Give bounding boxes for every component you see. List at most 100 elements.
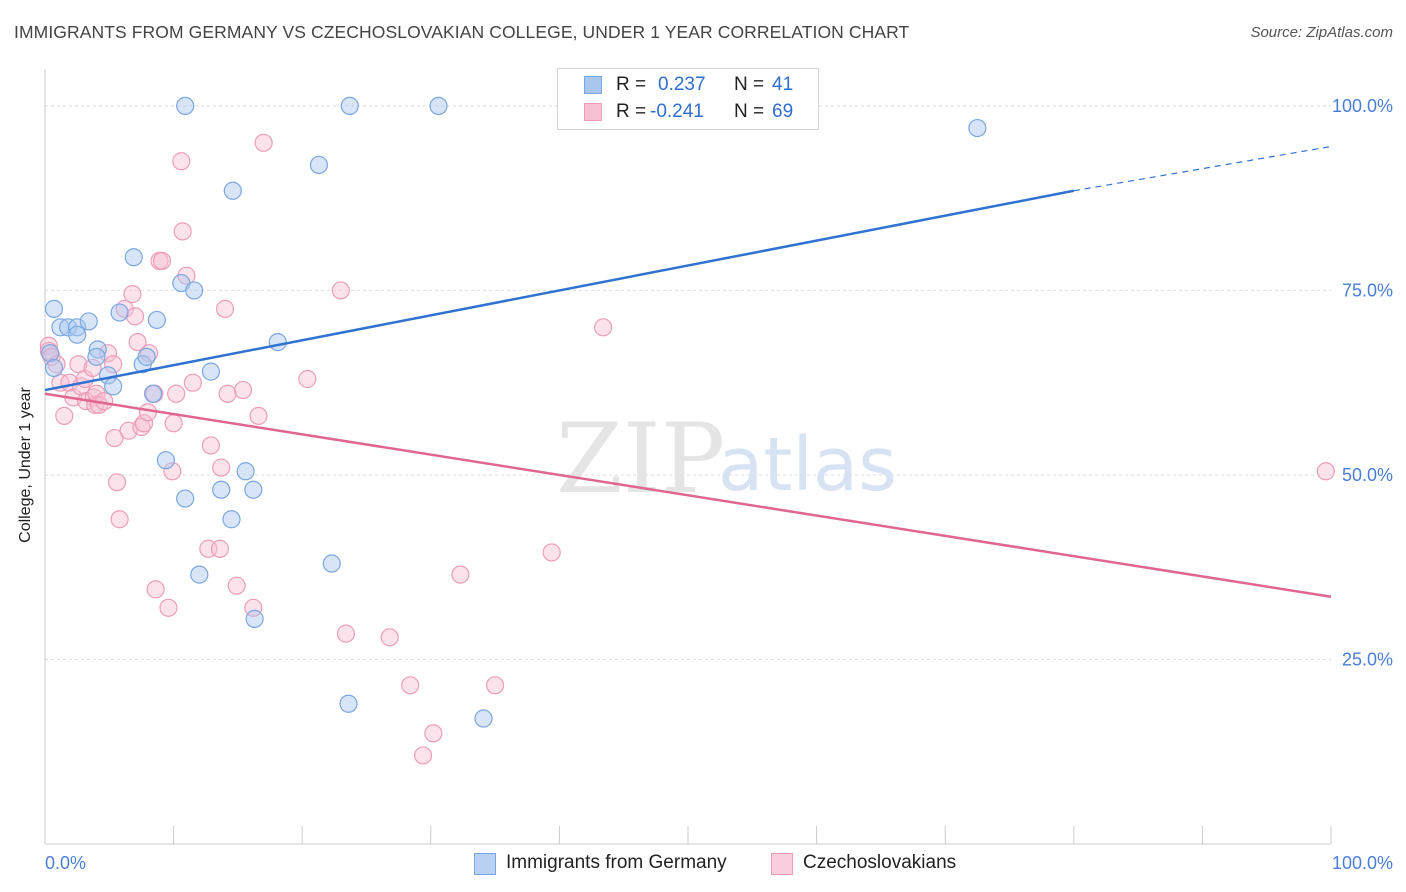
series-germany (41, 96, 987, 728)
data-point (105, 428, 124, 448)
data-point (201, 436, 220, 455)
data-point (152, 251, 172, 271)
trend-lines (44, 145, 1332, 598)
data-point (254, 133, 273, 152)
data-point (236, 462, 255, 481)
data-point (39, 336, 58, 355)
data-point (68, 318, 87, 337)
data-point (173, 222, 192, 241)
data-point (172, 152, 191, 171)
data-point (183, 373, 202, 392)
legend-label-germany: Immigrants from Germany (506, 852, 727, 873)
data-point (215, 299, 235, 318)
legend-label-czechoslovakians: Czechoslovakians (803, 852, 957, 873)
data-point (1316, 462, 1335, 481)
legend-swatch-blue (584, 76, 602, 94)
source-credit: Source: ZipAtlas.com (1250, 24, 1393, 41)
data-point (104, 377, 123, 396)
data-point (137, 347, 156, 366)
data-point (413, 746, 433, 765)
data-point (429, 96, 448, 116)
axes (44, 69, 1332, 845)
data-point (163, 462, 182, 481)
data-point (244, 480, 263, 499)
legend-swatch-blue (474, 853, 496, 875)
trend-line-germany (44, 189, 1075, 392)
data-point (380, 628, 399, 647)
trend-line-czechoslovakians (44, 392, 1332, 598)
watermark: ZIP atlas (556, 403, 897, 515)
data-point (210, 539, 229, 558)
watermark-atlas: atlas (718, 422, 897, 508)
data-point (309, 155, 329, 175)
data-point (201, 362, 220, 381)
data-point (79, 312, 98, 331)
r-label: R = (616, 101, 647, 122)
data-point (156, 451, 175, 470)
data-point (44, 299, 64, 318)
data-point (41, 344, 60, 363)
data-point (322, 554, 341, 573)
n-value: 41 (772, 74, 794, 95)
correlation-legend: R = 0.237 N = 41 R = -0.241 N = 69 (557, 68, 819, 130)
chart-title: IMMIGRANTS FROM GERMANY VS CZECHOSLOVAKI… (14, 22, 910, 42)
data-point (594, 318, 613, 337)
data-point (968, 118, 987, 138)
data-point (123, 285, 142, 304)
tick-labels: 25.0% 50.0% 75.0% 100.0% 0.0% 100.0% (45, 96, 1393, 873)
data-point (44, 358, 64, 378)
x-tick-label-min: 0.0% (45, 853, 86, 873)
x-tick-label-max: 100.0% (1332, 853, 1393, 873)
data-point (98, 344, 118, 363)
data-point (134, 414, 154, 433)
data-point (298, 369, 317, 389)
y-tick-label: 25.0% (1342, 649, 1393, 669)
data-point (110, 510, 129, 529)
data-point (451, 565, 470, 584)
data-point (68, 325, 87, 344)
data-point (176, 489, 195, 508)
data-point (87, 347, 106, 366)
data-point (146, 580, 165, 599)
data-point (88, 340, 107, 359)
data-point (339, 694, 358, 713)
data-point (218, 384, 237, 403)
data-point (167, 384, 186, 403)
r-label: R = (616, 74, 647, 95)
data-point (55, 406, 74, 426)
y-tick-label: 100.0% (1332, 96, 1393, 116)
data-point (424, 724, 443, 743)
y-tick-label: 50.0% (1342, 465, 1393, 485)
data-point (176, 96, 195, 116)
data-point (110, 303, 129, 322)
n-value: 69 (772, 101, 794, 122)
data-point (159, 598, 178, 617)
data-point (124, 248, 143, 267)
n-label: N = (734, 74, 765, 95)
r-value: -0.241 (650, 101, 704, 122)
data-point (486, 676, 505, 695)
data-point (227, 576, 246, 595)
data-point (222, 510, 241, 529)
data-point (340, 96, 359, 116)
data-point (128, 332, 147, 352)
data-point (212, 480, 231, 499)
data-point (331, 281, 350, 300)
data-point (143, 384, 163, 403)
data-point (268, 332, 287, 352)
data-point (212, 458, 231, 477)
data-point (245, 609, 264, 628)
data-point (190, 565, 209, 584)
data-point (107, 473, 127, 492)
data-point (164, 414, 183, 433)
data-point (542, 543, 561, 562)
data-point (401, 676, 420, 695)
data-point (125, 307, 145, 326)
legend-swatch-pink (771, 853, 793, 875)
y-tick-label: 75.0% (1342, 280, 1393, 300)
data-point (147, 310, 166, 330)
data-point (138, 403, 157, 422)
data-point (336, 624, 356, 643)
data-point (104, 355, 123, 374)
